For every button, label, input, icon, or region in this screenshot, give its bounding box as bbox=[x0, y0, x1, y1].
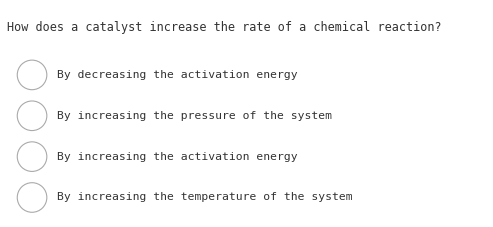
Text: By increasing the pressure of the system: By increasing the pressure of the system bbox=[57, 111, 332, 121]
Text: By decreasing the activation energy: By decreasing the activation energy bbox=[57, 70, 297, 80]
Text: How does a catalyst increase the rate of a chemical reaction?: How does a catalyst increase the rate of… bbox=[7, 21, 442, 34]
Text: By increasing the activation energy: By increasing the activation energy bbox=[57, 152, 297, 162]
Text: By increasing the temperature of the system: By increasing the temperature of the sys… bbox=[57, 192, 352, 202]
